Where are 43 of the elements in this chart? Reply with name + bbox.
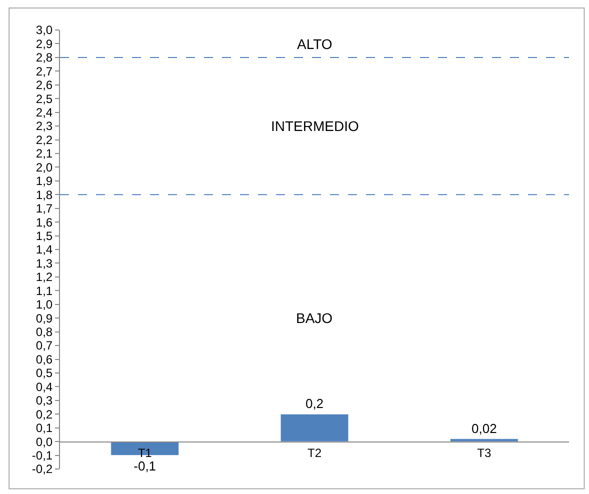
y-tick-label: 0,8	[36, 325, 53, 340]
data-label: 0,02	[472, 420, 497, 436]
y-tick-label: 1,8	[36, 188, 53, 202]
y-tick-label: 2,9	[36, 36, 53, 51]
x-tick-label: T3	[477, 446, 492, 460]
data-label: 0,2	[305, 396, 324, 412]
y-tick-label: 0,2	[36, 407, 53, 422]
y-tick-label: 0,9	[36, 311, 53, 326]
y-tick-label: 3,0	[36, 23, 53, 38]
annotation: ALTO	[297, 36, 332, 52]
y-tick-label: -0,2	[32, 462, 53, 476]
y-tick-label: 2,7	[36, 64, 53, 78]
y-tick-label: 2,1	[36, 146, 53, 161]
y-tick-label: 2,8	[36, 50, 53, 65]
y-tick-label: 2,0	[36, 160, 53, 174]
y-tick-label: 0,7	[36, 338, 53, 353]
y-tick-label: 1,0	[36, 298, 53, 312]
y-tick-label: 1,9	[36, 174, 53, 188]
y-tick-label: 2,5	[36, 92, 53, 106]
x-tick-label: T2	[307, 446, 322, 460]
y-tick-label: 1,6	[36, 215, 53, 230]
y-tick-label: 2,2	[36, 132, 53, 147]
data-label: -0,1	[134, 458, 156, 474]
bar	[280, 414, 349, 442]
y-tick-label: 1,4	[36, 242, 53, 257]
annotation: INTERMEDIO	[271, 118, 359, 134]
y-tick-label: -0,1	[32, 448, 53, 462]
y-tick-label: 0,1	[36, 421, 53, 436]
bar	[450, 438, 518, 442]
y-tick-label: 1,5	[36, 228, 53, 243]
y-tick-label: 0,0	[36, 434, 53, 449]
y-tick-label: 2,4	[36, 106, 53, 120]
y-tick-label: 1,1	[36, 284, 53, 298]
y-tick-label: 0,3	[36, 394, 53, 408]
y-tick-label: 1,7	[36, 202, 53, 216]
annotation: BAJO	[296, 310, 333, 326]
y-tick-label: 0,5	[36, 366, 53, 380]
y-tick-label: 2,3	[36, 119, 53, 134]
y-tick-label: 2,6	[36, 78, 53, 92]
y-tick-label: 0,4	[36, 380, 53, 394]
y-tick-label: 1,2	[36, 270, 53, 284]
y-tick-label: 1,3	[36, 256, 53, 270]
y-tick-label: 0,6	[36, 352, 53, 366]
